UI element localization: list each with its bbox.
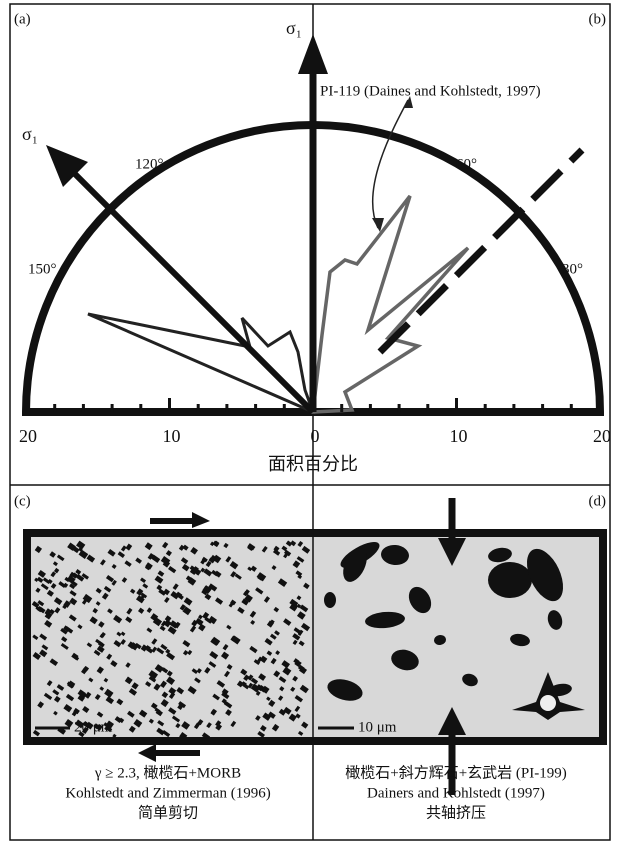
- melt-pocket: [324, 592, 336, 608]
- arrow-head: [192, 512, 210, 528]
- angle-label: 60°: [456, 156, 477, 172]
- caption-line: 简单剪切: [138, 804, 198, 821]
- caption-line: 共轴挤压: [426, 804, 486, 821]
- axis-label: 0: [311, 426, 320, 446]
- caption-line: Dainers and Kohlstedt (1997): [367, 785, 545, 801]
- scale-label: 10 μm: [358, 719, 397, 735]
- scale-label: 20 μm: [74, 719, 113, 735]
- caption-line: 橄榄石+斜方辉石+玄武岩 (PI-199): [345, 764, 567, 781]
- panel-label: (c): [14, 493, 31, 509]
- arrow-head: [138, 744, 156, 762]
- annotation: PI-119 (Daines and Kohlstedt, 1997): [320, 83, 541, 99]
- petal-left: [88, 314, 313, 412]
- axis-label: 10: [450, 426, 468, 446]
- rose-diagram: σ₁ σ₁ 120° 60° 150° 30° PI-119 (Daines a…: [19, 18, 611, 474]
- melt-pocket: [488, 562, 532, 598]
- panel-label: (d): [589, 493, 607, 509]
- sigma-label: σ₁: [286, 18, 302, 38]
- grain: [540, 695, 556, 711]
- axis-label: 10: [163, 426, 181, 446]
- sigma-arrow: [72, 171, 313, 412]
- figure: (a) (b) (c) (d) σ₁ σ₁ 120° 60° 150° 30° …: [0, 0, 620, 844]
- panel-label: (b): [589, 11, 607, 27]
- caption-line: γ ≥ 2.3, 橄榄石+MORB: [94, 764, 241, 781]
- arrow-head: [298, 34, 328, 74]
- axis-label: 20: [19, 426, 37, 446]
- angle-label: 30°: [562, 261, 583, 277]
- axis-title: 面积百分比: [268, 454, 358, 474]
- caption-line: Kohlstedt and Zimmerman (1996): [65, 785, 270, 801]
- petal-right: [313, 196, 468, 412]
- angle-label: 150°: [28, 261, 57, 277]
- annotation-arrow: [373, 100, 408, 228]
- sigma-label: σ₁: [22, 124, 38, 144]
- angle-label: 120°: [135, 156, 164, 172]
- panel-label: (a): [14, 11, 31, 27]
- axis-label: 20: [593, 426, 611, 446]
